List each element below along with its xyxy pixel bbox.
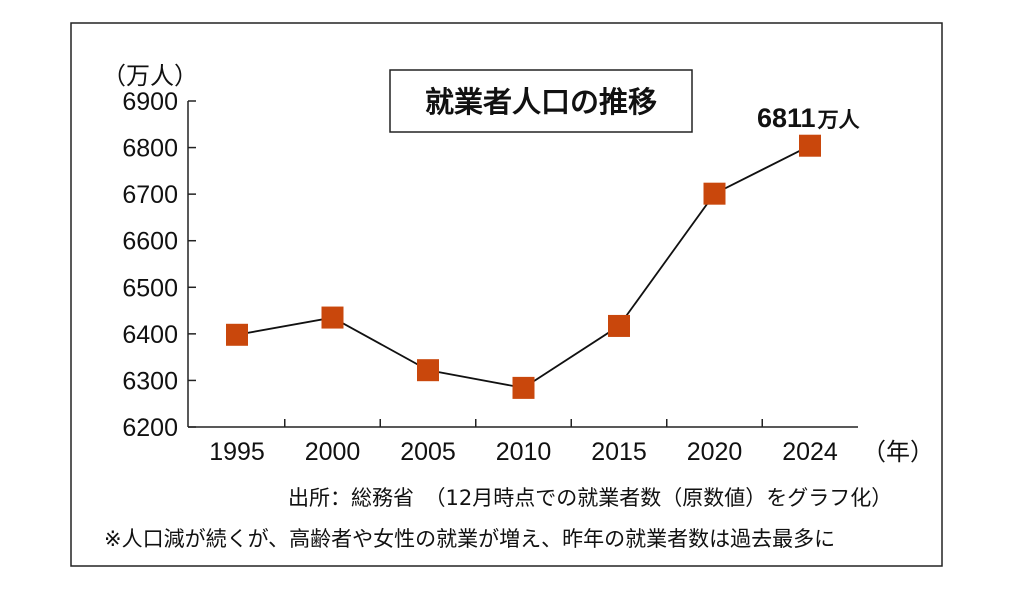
y-tick-label: 6900 [122, 88, 178, 116]
title-box [389, 69, 693, 133]
source-note: 出所：総務省 （12月時点での就業者数（原数値）をグラフ化） [288, 486, 892, 510]
data-point-2020 [703, 182, 726, 205]
series-employed-population [226, 134, 821, 399]
y-tick-label: 6500 [122, 274, 178, 302]
y-tick-label: 6700 [122, 181, 178, 209]
data-point-2015 [608, 314, 630, 337]
y-tick-label: 6600 [122, 228, 178, 256]
x-tick-label: 2020 [687, 438, 743, 466]
last-value-annotation: 6811万人 [757, 103, 860, 133]
data-point-2010 [512, 376, 535, 399]
data-point-1995 [226, 323, 248, 346]
data-point-2024 [799, 134, 821, 157]
x-ticks: 1995 2000 2005 2010 2015 2020 2024 [209, 419, 838, 466]
x-tick-label: 2024 [782, 438, 838, 466]
x-tick-label: 2015 [591, 438, 647, 466]
series-line [236, 144, 811, 389]
y-tick-label: 6300 [122, 367, 178, 395]
x-tick-label: 2005 [400, 438, 456, 466]
remark-note: ※人口減が続くが、高齢者や女性の就業が増え、昨年の就業者数は過去最多に [104, 527, 835, 551]
y-ticks: 6200 6300 6400 6500 6600 6700 6800 6900 [122, 88, 196, 442]
chart-frame [70, 22, 943, 567]
x-tick-label: 1995 [209, 438, 265, 466]
last-value-number: 6811 [757, 103, 816, 133]
data-point-2000 [321, 306, 344, 329]
chart-title: 就業者人口の推移 [425, 85, 657, 119]
data-point-2005 [417, 359, 439, 382]
y-tick-label: 6400 [122, 321, 178, 349]
y-tick-label: 6800 [122, 135, 178, 163]
y-unit-label: （万人） [102, 62, 198, 90]
x-tick-label: 2000 [305, 438, 361, 466]
last-value-unit: 万人 [817, 108, 860, 132]
y-tick-label: 6200 [122, 414, 178, 442]
x-tick-label: 2010 [496, 438, 552, 466]
x-unit-label: （年） [862, 438, 934, 466]
